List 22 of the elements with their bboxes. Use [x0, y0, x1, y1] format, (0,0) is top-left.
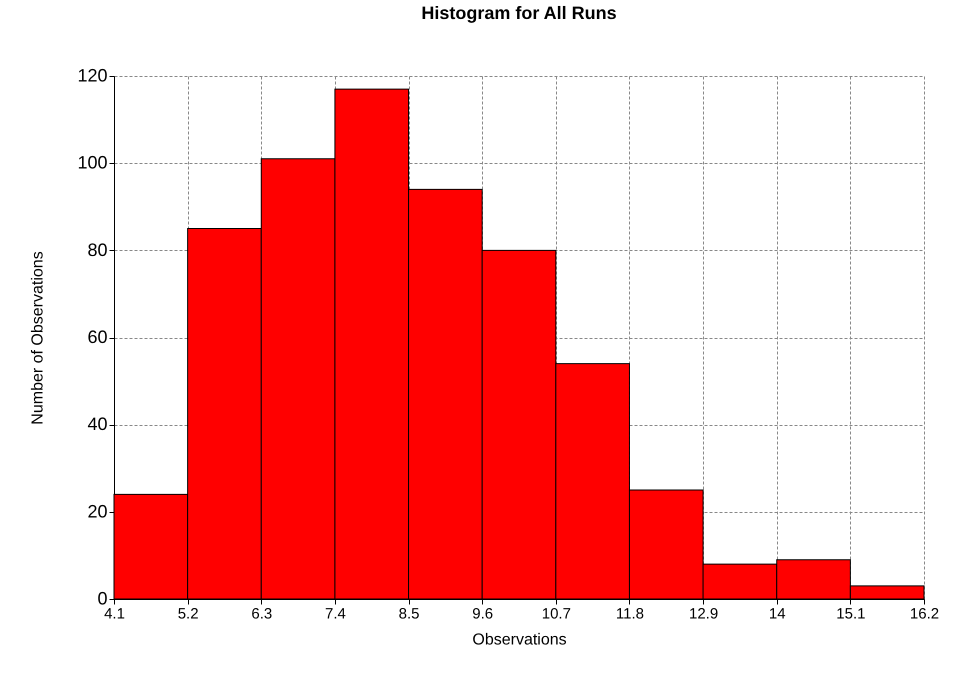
x-tick-label: 10.7	[542, 606, 571, 622]
x-tick-label: 5.2	[178, 606, 199, 622]
x-tick-label: 14	[768, 606, 786, 622]
chart-title: Histogram for All Runs	[421, 3, 617, 23]
x-tick-label: 7.4	[324, 606, 346, 622]
x-tick-label: 9.6	[472, 606, 494, 622]
y-tick-label: 60	[87, 327, 108, 347]
x-tick-label: 6.3	[251, 606, 272, 622]
y-axis-title: Number of Observations	[29, 251, 46, 425]
x-tick-label: 15.1	[836, 606, 866, 622]
x-tick-label: 8.5	[398, 606, 420, 622]
y-tick-label: 0	[97, 588, 108, 608]
y-tick-label: 120	[77, 66, 108, 86]
x-tick-label: 16.2	[910, 606, 940, 622]
y-tick-label: 40	[87, 414, 108, 434]
x-tick-label: 4.1	[104, 606, 125, 622]
x-axis-title: Observations	[472, 632, 567, 648]
y-tick-label: 100	[77, 152, 108, 173]
y-tick-label: 20	[87, 501, 108, 522]
x-tick-label: 12.9	[688, 606, 718, 622]
x-tick-label: 11.8	[616, 606, 644, 622]
y-tick-label: 80	[87, 240, 108, 260]
